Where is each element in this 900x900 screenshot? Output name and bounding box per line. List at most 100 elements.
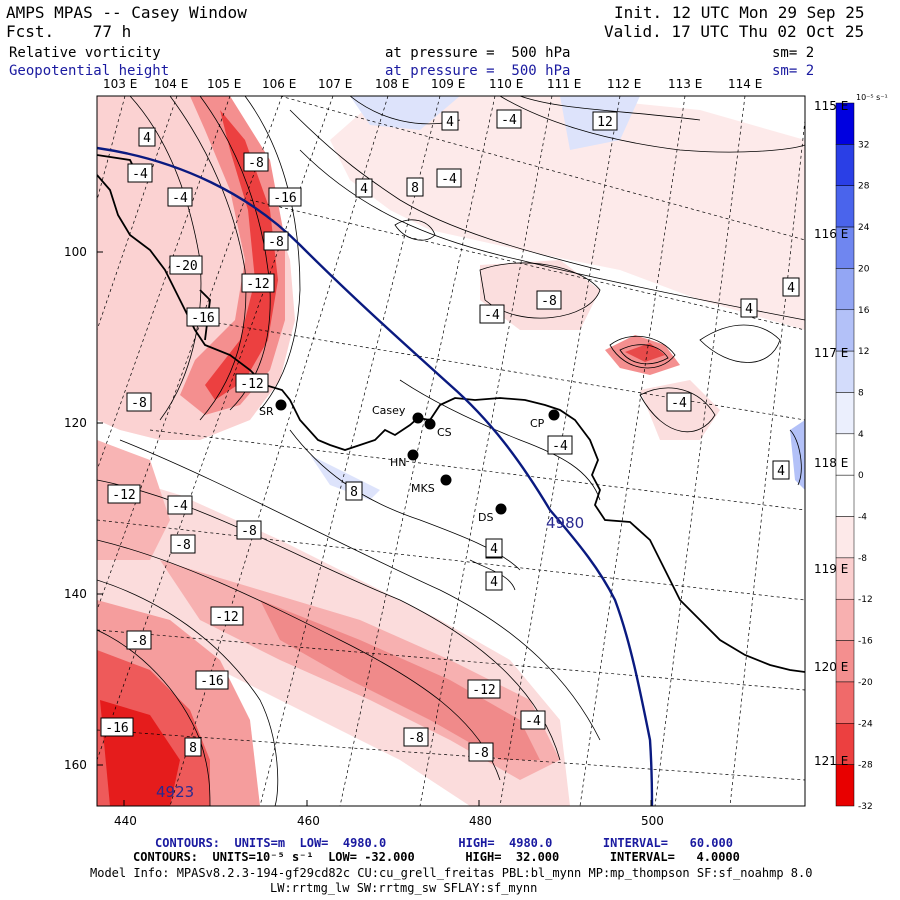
vorticity-label-box — [403, 727, 429, 747]
vorticity-label: -4 — [501, 113, 517, 128]
vorticity-label: -12 — [240, 377, 263, 392]
colorbar-tick-label: 32 — [858, 140, 869, 150]
vorticity-label: -4 — [172, 499, 188, 514]
lon-label-111e: 111 E — [547, 77, 582, 91]
colorbar-swatch — [835, 309, 855, 352]
station-label: SR — [259, 405, 274, 418]
station-label: MKS — [411, 482, 435, 495]
lon-label-116e: 116 E — [814, 227, 849, 241]
vorticity-label: -4 — [484, 308, 500, 323]
station-label: CP — [530, 417, 545, 430]
vorticity-label-box — [268, 187, 302, 207]
vorticity-label: -4 — [552, 439, 568, 454]
field2-name: Geopotential height — [9, 63, 170, 79]
colorbar-swatch — [835, 268, 855, 311]
vorticity-label: -8 — [248, 156, 264, 171]
colorbar-unit: 10⁻⁵ s⁻¹ — [856, 93, 888, 102]
y-tick-100: 100 — [64, 245, 87, 259]
vorticity-label: -12 — [112, 488, 135, 503]
colorbar-swatch — [835, 392, 855, 435]
colorbar-tick-label: -12 — [858, 595, 873, 605]
colorbar-swatch — [835, 681, 855, 724]
station-dot — [424, 418, 436, 430]
vorticity-label-box — [167, 495, 193, 515]
colorbar-tick-label: 0 — [858, 471, 864, 481]
station-dot — [440, 474, 452, 486]
longitude-labels-top: 103 E 104 E 105 E 106 E 107 E 108 E 109 … — [0, 77, 900, 93]
model-info-physics: LW:rrtmg_lw SW:rrtmg_sw SFLAY:sf_mynn — [270, 881, 538, 895]
colorbar-tick-label: 4 — [858, 430, 864, 440]
vorticity-area-blue-east — [790, 420, 805, 490]
vorticity-label: 4 — [490, 575, 498, 590]
vorticity-core-west — [205, 110, 278, 400]
plot-frame — [96, 95, 806, 807]
forecast-hour: Fcst. 77 h — [6, 22, 132, 41]
vorticity-shading — [97, 96, 805, 806]
station-dot — [548, 409, 560, 421]
geopotential-height-contour — [97, 146, 654, 806]
vorticity-label: -8 — [131, 634, 147, 649]
vorticity-label-box — [236, 520, 262, 540]
vorticity-label: 8 — [350, 485, 358, 500]
vorticity-label-box — [547, 435, 573, 455]
field1-smoothing: sm= 2 — [772, 45, 815, 61]
vorticity-label-box — [126, 630, 152, 650]
colorbar-tick-label: -4 — [858, 513, 867, 523]
x-axis — [123, 800, 652, 806]
vorticity-label: -4 — [441, 172, 457, 187]
field1-level: at pressure = 500 hPa — [385, 45, 571, 61]
vorticity-label-box — [485, 571, 503, 591]
vorticity-label: -12 — [215, 610, 238, 625]
x-tick-440: 440 — [114, 814, 137, 828]
vorticity-label: -16 — [191, 311, 214, 326]
colorbar-swatch — [835, 185, 855, 228]
vorticity-label: 8 — [189, 741, 197, 756]
station-label: HN — [390, 456, 407, 469]
colorbar-tick-label: -8 — [858, 554, 867, 564]
vorticity-area-blue-coast — [310, 455, 380, 500]
station-dot — [495, 503, 507, 515]
vorticity-label-box — [782, 277, 800, 297]
lon-label-113e: 113 E — [668, 77, 703, 91]
vorticity-label: -12 — [246, 277, 269, 292]
height-label-4923: 4923 — [156, 783, 194, 801]
station-label: CS — [437, 426, 452, 439]
vorticity-label-box — [100, 717, 134, 737]
init-time: Init. 12 UTC Mon 29 Sep 25 — [614, 3, 865, 22]
lon-label-118e: 118 E — [814, 456, 849, 470]
y-tick-160: 160 — [64, 758, 87, 772]
vorticity-label-box — [520, 710, 546, 730]
vorticity-label: -4 — [132, 167, 148, 182]
vorticity-label-box — [186, 307, 220, 327]
vorticity-label: 4 — [490, 542, 498, 557]
vorticity-label: 12 — [597, 115, 613, 130]
valid-time: Valid. 17 UTC Thu 02 Oct 25 — [604, 22, 865, 41]
vorticity-core-east — [625, 343, 665, 362]
lon-label-117e: 117 E — [814, 346, 849, 360]
colorbar-tick-label: 20 — [858, 264, 870, 274]
vorticity-area-blue-north — [350, 96, 460, 130]
vorticity-label: -8 — [268, 235, 284, 250]
vorticity-area-north-positive — [330, 96, 805, 330]
vorticity-label-box — [740, 298, 758, 318]
x-tick-500: 500 — [641, 814, 664, 828]
lon-label-109e: 109 E — [431, 77, 466, 91]
vorticity-label: -8 — [241, 524, 257, 539]
lon-label-114e: 114 E — [728, 77, 763, 91]
vorticity-label-box — [167, 187, 193, 207]
colorbar: 32 28 24 20 16 12 8 4 0 -4 -8 -12 -16 -20 -24 -28 -32 10⁻… — [835, 93, 888, 812]
lon-label-105e: 105 E — [207, 77, 242, 91]
vorticity-label-box — [195, 670, 229, 690]
vorticity-label: 8 — [411, 181, 419, 196]
vorticity-label-box — [107, 484, 141, 504]
x-tick-460: 460 — [297, 814, 320, 828]
vorticity-label-box — [169, 255, 203, 275]
vorticity-label: -16 — [105, 721, 128, 736]
vorticity-label: 4 — [143, 131, 151, 146]
vorticity-label-box — [126, 392, 152, 412]
station-label: DS — [478, 511, 493, 524]
vorticity-contours — [97, 96, 805, 806]
vorticity-label-box — [210, 606, 244, 626]
vorticity-label: -4 — [172, 191, 188, 206]
